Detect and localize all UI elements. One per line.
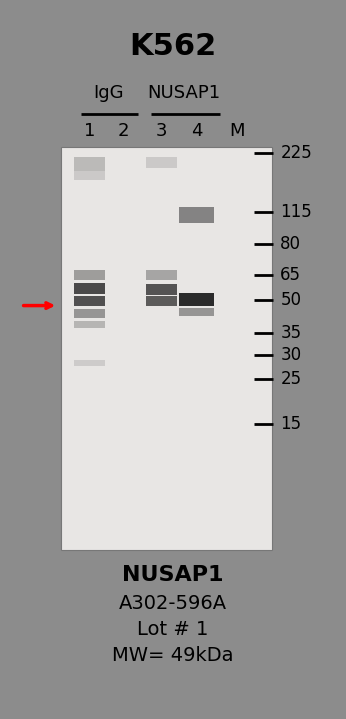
- Bar: [146, 157, 177, 168]
- Text: NUSAP1: NUSAP1: [122, 565, 224, 585]
- Bar: [179, 207, 214, 223]
- Bar: [74, 360, 105, 366]
- Bar: [74, 157, 105, 171]
- Bar: [74, 171, 105, 180]
- Bar: [146, 296, 177, 306]
- Text: Lot # 1: Lot # 1: [137, 620, 209, 638]
- Text: 3: 3: [156, 122, 168, 140]
- Bar: [74, 270, 105, 280]
- Bar: [74, 309, 105, 318]
- Text: 225: 225: [280, 144, 312, 162]
- Bar: [74, 296, 105, 306]
- Bar: [61, 147, 272, 550]
- Text: 25: 25: [280, 370, 301, 388]
- Text: 115: 115: [280, 203, 312, 221]
- Text: 50: 50: [280, 290, 301, 309]
- Bar: [146, 270, 177, 280]
- Bar: [74, 321, 105, 328]
- Text: NUSAP1: NUSAP1: [147, 84, 220, 103]
- Bar: [179, 293, 214, 306]
- Text: K562: K562: [129, 32, 217, 61]
- Text: 2: 2: [118, 122, 130, 140]
- Text: A302-596A: A302-596A: [119, 595, 227, 613]
- Bar: [146, 284, 177, 295]
- Text: 80: 80: [280, 235, 301, 254]
- Text: MW= 49kDa: MW= 49kDa: [112, 646, 234, 665]
- Text: 4: 4: [191, 122, 202, 140]
- Text: 30: 30: [280, 346, 301, 365]
- Bar: [179, 308, 214, 316]
- Text: M: M: [229, 122, 245, 140]
- Text: 65: 65: [280, 265, 301, 284]
- Text: IgG: IgG: [94, 84, 124, 103]
- Text: 1: 1: [84, 122, 95, 140]
- Text: 35: 35: [280, 324, 301, 342]
- Text: 15: 15: [280, 415, 301, 434]
- Bar: [74, 283, 105, 294]
